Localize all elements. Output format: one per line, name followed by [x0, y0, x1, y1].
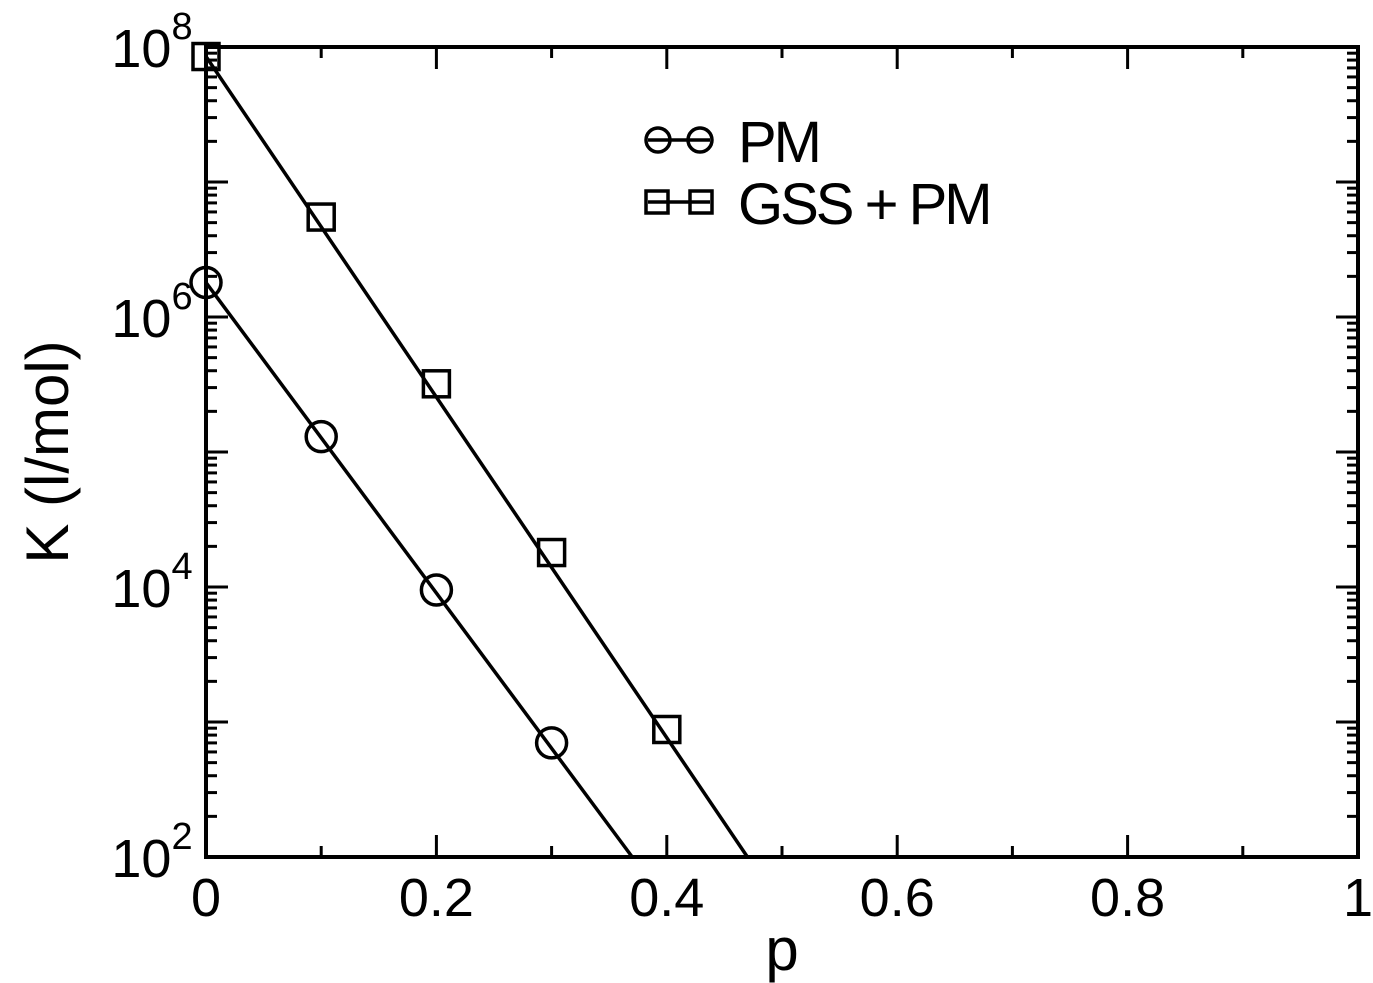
x-tick-label: 0.6: [860, 868, 935, 928]
x-tick-label: 0.2: [399, 868, 474, 928]
x-tick-label: 1: [1343, 868, 1373, 928]
y-tick-label: 104: [111, 546, 192, 619]
y-tick-base: 10: [111, 829, 171, 889]
square-marker: [652, 714, 682, 745]
y-tick-label: 106: [111, 276, 192, 349]
circle-marker: [189, 265, 223, 300]
y-tick-base: 10: [111, 289, 171, 349]
circle-marker: [534, 726, 569, 760]
y-tick-exponent: 6: [171, 276, 192, 318]
y-tick-exponent: 8: [171, 6, 192, 48]
square-marker: [421, 369, 452, 399]
y-tick-label: 108: [111, 6, 192, 79]
y-tick-label: 102: [111, 816, 192, 889]
legend-marker-start: [644, 126, 672, 154]
legend-marker-end: [686, 126, 714, 154]
series-line-1: [204, 281, 634, 859]
series-layer: [189, 41, 749, 859]
series-line-2: [204, 55, 749, 858]
x-tick-label: 0: [191, 868, 221, 928]
y-tick-base: 10: [111, 559, 171, 619]
legend-marker-end: [688, 189, 714, 215]
y-tick-exponent: 4: [171, 546, 192, 588]
legend-label: GSS + PM: [738, 172, 990, 237]
x-tick-label: 0.8: [1090, 868, 1165, 928]
legend-label: PM: [738, 110, 819, 175]
square-marker: [191, 41, 221, 72]
x-tick-label: 0.4: [629, 868, 704, 928]
y-tick-base: 10: [111, 19, 171, 79]
circle-marker: [304, 419, 338, 454]
square-marker: [536, 537, 567, 568]
x-tick-labels: 0 0.2 0.4 0.6 0.8 1: [191, 868, 1373, 928]
square-marker: [306, 202, 336, 232]
x-axis-label: p: [765, 916, 798, 983]
y-tick-exponent: 2: [171, 816, 192, 858]
circle-marker: [419, 573, 454, 607]
y-axis-label: K (l/mol): [14, 340, 81, 563]
axis-ticks: [204, 45, 1360, 859]
legend-marker-start: [644, 189, 670, 215]
